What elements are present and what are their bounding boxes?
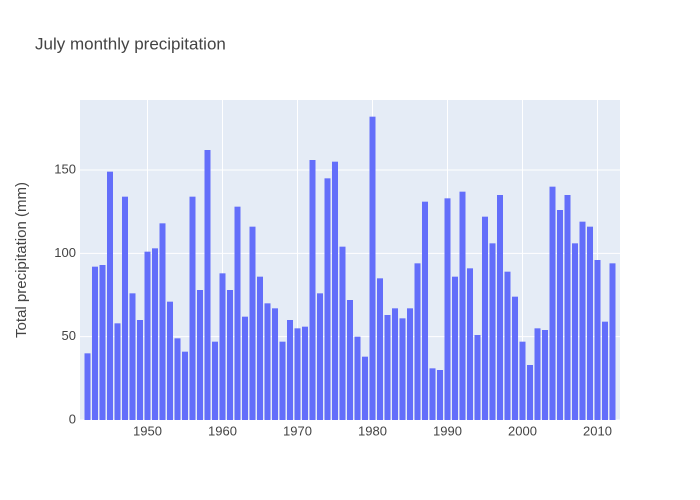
bar — [519, 341, 526, 420]
bar — [497, 195, 503, 420]
y-tick-label: 150 — [54, 161, 76, 176]
bar — [459, 191, 466, 420]
bar — [152, 248, 158, 420]
bar — [122, 196, 128, 420]
bar — [467, 268, 473, 420]
bar — [504, 271, 511, 420]
bar — [587, 226, 593, 420]
bar — [107, 171, 113, 420]
bar — [242, 316, 248, 420]
x-tick-label: 2010 — [583, 423, 612, 438]
y-axis-title: Total precipitation (mm) — [13, 182, 30, 338]
bar — [174, 338, 181, 420]
bar — [234, 206, 241, 420]
bar — [572, 243, 578, 420]
bar — [84, 353, 91, 420]
bar — [609, 263, 616, 420]
bar — [309, 160, 316, 420]
bar — [474, 335, 481, 420]
x-tick-label: 1990 — [433, 423, 462, 438]
bar — [512, 296, 518, 420]
bar — [204, 150, 211, 420]
bar — [302, 326, 308, 420]
x-tick-label: 1970 — [283, 423, 312, 438]
bar — [249, 226, 256, 420]
bar — [444, 198, 451, 420]
bar — [129, 293, 136, 420]
bar — [369, 116, 376, 421]
x-tick-label: 1960 — [208, 423, 237, 438]
x-tick-label: 1980 — [358, 423, 387, 438]
bar — [564, 195, 571, 420]
bar — [182, 351, 188, 420]
bar — [339, 246, 346, 420]
y-tick-label: 0 — [69, 411, 76, 426]
bar — [189, 196, 196, 420]
bar — [437, 370, 443, 420]
y-tick-label: 50 — [62, 328, 76, 343]
bar — [354, 336, 361, 420]
bar — [227, 290, 233, 420]
chart-title: July monthly precipitation — [35, 34, 226, 53]
bar — [557, 210, 563, 420]
bar — [144, 251, 151, 420]
bar — [489, 243, 496, 420]
bar — [347, 300, 353, 420]
bar — [414, 263, 421, 420]
bar — [212, 341, 218, 420]
bar — [197, 290, 203, 420]
x-tick-label: 1950 — [133, 423, 162, 438]
bar — [137, 320, 143, 420]
bar — [114, 323, 121, 420]
bar — [602, 321, 608, 420]
bar — [272, 308, 278, 420]
bar — [159, 223, 166, 420]
bar — [429, 368, 436, 420]
bar — [294, 328, 301, 420]
bar — [549, 186, 556, 420]
bar — [279, 341, 286, 420]
bar — [332, 161, 338, 420]
bar — [377, 278, 383, 420]
bar — [594, 260, 601, 420]
bar — [167, 301, 173, 420]
bar — [422, 201, 428, 420]
bar — [407, 308, 413, 420]
y-tick-label: 100 — [54, 245, 76, 260]
bar — [264, 303, 271, 420]
x-tick-label: 2000 — [508, 423, 537, 438]
bar — [534, 328, 541, 420]
bar — [257, 276, 263, 420]
bar — [579, 221, 586, 420]
bar — [287, 320, 293, 420]
bar — [99, 265, 106, 420]
bar — [527, 365, 533, 420]
bar — [542, 330, 548, 420]
bar — [482, 216, 488, 420]
bar — [324, 178, 331, 420]
bar — [399, 318, 406, 420]
bar — [392, 308, 398, 420]
bar — [219, 273, 226, 420]
bar — [362, 356, 368, 420]
bar — [92, 266, 98, 420]
bar — [452, 276, 458, 420]
bar — [317, 293, 323, 420]
bar — [384, 315, 391, 420]
